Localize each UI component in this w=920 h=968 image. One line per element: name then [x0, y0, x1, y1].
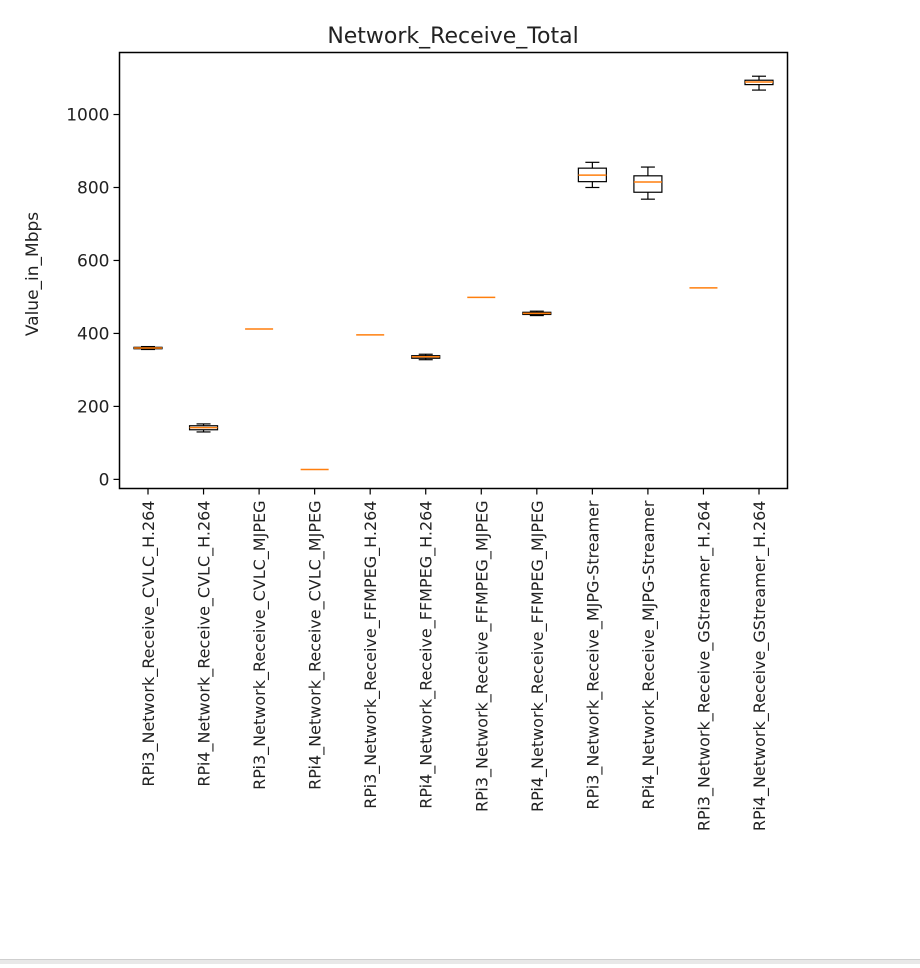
y-tick-label: 800: [77, 178, 109, 198]
box-group: [633, 166, 663, 200]
x-tick-label: RPi3_Network_Receive_MJPG-Streamer: [583, 500, 603, 810]
x-tick-label: RPi4_Network_Receive_CVLC_MJPEG: [306, 501, 326, 790]
box-group: [133, 345, 163, 351]
x-axis: RPi3_Network_Receive_CVLC_H.264 RPi4_Netw…: [139, 488, 770, 832]
x-tick-label: RPi3_Network_Receive_GStreamer_H.264: [694, 501, 714, 832]
y-tick-label: 600: [77, 251, 109, 271]
y-axis-label: Value_in_Mbps: [23, 212, 43, 336]
x-tick-label: RPi3_Network_Receive_FFMPEG_H.264: [361, 501, 381, 809]
x-tick-label: RPi3_Network_Receive_CVLC_MJPEG: [250, 501, 270, 790]
x-tick-label: RPi4_Network_Receive_FFMPEG_H.264: [417, 501, 437, 809]
chart-title: Network_Receive_Total: [327, 24, 578, 49]
x-tick-label: RPi3_Network_Receive_FFMPEG_MJPEG: [472, 501, 492, 813]
y-tick-label: 200: [77, 397, 109, 417]
box-iqr: [633, 175, 663, 193]
box-group: [188, 423, 219, 433]
plot-area: [133, 75, 774, 471]
x-tick-label: RPi3_Network_Receive_CVLC_H.264: [139, 501, 159, 787]
box-group: [411, 353, 441, 361]
x-tick-label: RPi4_Network_Receive_FFMPEG_MJPEG: [528, 501, 548, 813]
y-axis: 0 200 400 600 800 1000: [66, 106, 120, 490]
box-group: [744, 75, 774, 91]
y-tick-label: 400: [77, 324, 109, 344]
x-tick-label: RPi4_Network_Receive_CVLC_H.264: [195, 501, 215, 787]
window-bottom-edge: [0, 959, 920, 964]
box-group: [577, 161, 607, 189]
plot-frame: [118, 51, 789, 490]
x-tick-label: RPi4_Network_Receive_GStreamer_H.264: [750, 501, 770, 832]
box-group: [522, 310, 552, 317]
y-tick-label: 0: [99, 470, 110, 490]
y-tick-label: 1000: [66, 106, 109, 126]
x-tick-label: RPi4_Network_Receive_MJPG-Streamer: [639, 500, 659, 810]
